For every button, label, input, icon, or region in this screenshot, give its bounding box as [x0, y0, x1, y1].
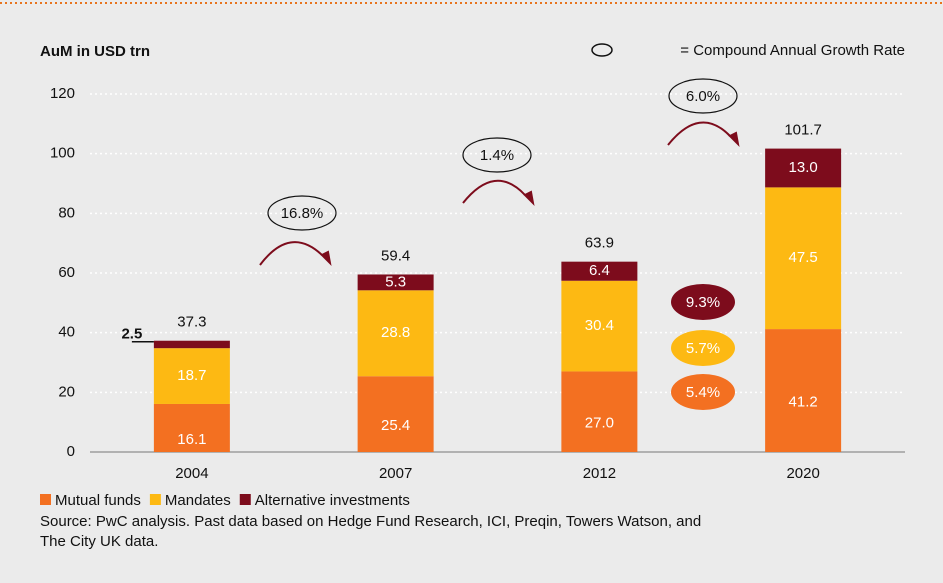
- legend-label: Mutual funds: [55, 492, 141, 509]
- source: The City UK data.: [40, 533, 158, 550]
- cagr-ellipse: [668, 78, 738, 114]
- segment-cagr-ellipse: [671, 374, 735, 410]
- bar-segment: [153, 403, 230, 452]
- bar-segment: [765, 148, 842, 188]
- x-tick-label: 2020: [786, 465, 819, 482]
- y-tick-label: 80: [58, 204, 75, 221]
- cagr-label: 6.0%: [686, 88, 720, 105]
- segment-cagr-label: 5.4%: [686, 384, 720, 401]
- total-label: 37.3: [177, 314, 206, 331]
- data-label: 16.1: [177, 431, 206, 448]
- note-icon: [591, 43, 613, 57]
- data-label: 6.4: [589, 262, 610, 279]
- y-tick-label: 120: [50, 85, 75, 102]
- segment-cagr-label: 5.7%: [686, 340, 720, 357]
- data-label: 30.4: [585, 317, 614, 334]
- data-label: 47.5: [789, 249, 818, 266]
- y-tick-label: 0: [67, 443, 75, 460]
- y-tick-label: 100: [50, 145, 75, 162]
- arrow-head: [728, 131, 740, 147]
- data-label: 2.5: [121, 326, 142, 343]
- legend-swatch: [149, 494, 161, 505]
- y-tick-label: 20: [58, 383, 75, 400]
- data-label: 27.0: [585, 415, 614, 432]
- arrow-head: [320, 250, 332, 266]
- data-label: 13.0: [789, 159, 818, 176]
- x-tick-label: 2007: [379, 465, 412, 482]
- bar-segment: [153, 340, 230, 349]
- legend-swatch: [239, 494, 251, 505]
- bar-segment: [561, 280, 638, 372]
- arrow: [259, 241, 323, 266]
- bar-segment: [357, 274, 434, 291]
- total-label: 101.7: [784, 122, 822, 139]
- y-axis-title: AuM in USD trn: [40, 43, 150, 60]
- segment-cagr-ellipse: [671, 330, 735, 366]
- arrow: [667, 121, 731, 146]
- data-label: 28.8: [381, 324, 410, 341]
- note: = Compound Annual Growth Rate: [680, 42, 905, 59]
- legend-label: Mandates: [165, 492, 231, 509]
- segment-cagr-label: 9.3%: [686, 294, 720, 311]
- arrows: [259, 121, 740, 266]
- segment-cagr-ellipse: [671, 284, 735, 320]
- total-label: 63.9: [585, 235, 614, 252]
- cagr-ellipse: [267, 195, 337, 231]
- cagr-label: 1.4%: [480, 147, 514, 164]
- x-tick-label: 2012: [583, 465, 616, 482]
- cagr-label: 16.8%: [281, 205, 324, 222]
- total-label: 59.4: [381, 247, 410, 264]
- arrow: [462, 179, 526, 204]
- bar-segment: [561, 371, 638, 452]
- y-tick-label: 40: [58, 324, 75, 341]
- data-label: 5.3: [385, 273, 406, 290]
- bar-segment: [561, 261, 638, 281]
- legend-swatch: [40, 494, 51, 505]
- bar-segment: [153, 348, 230, 404]
- bar-segment: [765, 329, 842, 452]
- data-label: 25.4: [381, 417, 410, 434]
- legend-label: Alternative investments: [255, 492, 410, 509]
- source: Source: PwC analysis. Past data based on…: [40, 513, 701, 530]
- arrow-head: [523, 190, 535, 206]
- data-label: 18.7: [177, 367, 206, 384]
- bar-segment: [765, 187, 842, 330]
- x-tick-label: 2004: [175, 465, 208, 482]
- bar-segment: [357, 376, 434, 452]
- bar-segment: [357, 290, 434, 377]
- data-label: 41.2: [789, 394, 818, 411]
- cagr-ellipse: [462, 137, 532, 173]
- y-tick-label: 60: [58, 264, 75, 281]
